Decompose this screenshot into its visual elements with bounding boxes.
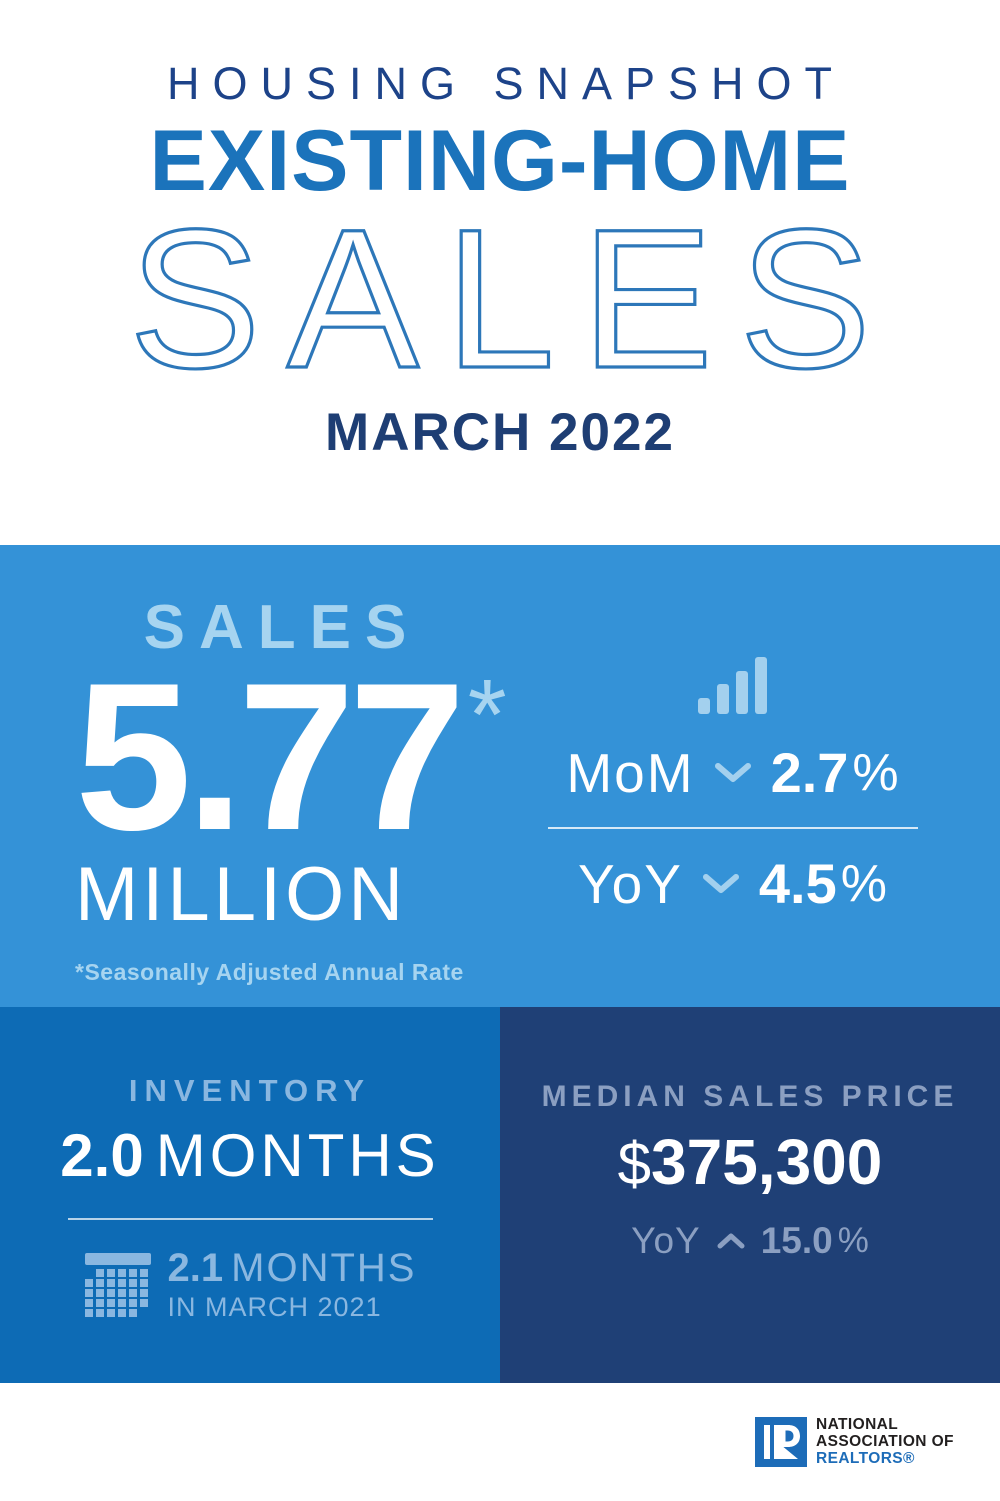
chevron-down-icon bbox=[714, 763, 751, 782]
median-price-value-row: $375,300 bbox=[500, 1130, 1000, 1194]
sales-figure-block: SALES 5.77* MILLION *Seasonally Adjusted… bbox=[75, 597, 507, 986]
nar-line-3: REALTORS® bbox=[816, 1450, 915, 1467]
inventory-label: INVENTORY bbox=[128, 1073, 372, 1108]
sales-footnote: *Seasonally Adjusted Annual Rate bbox=[75, 959, 464, 985]
sales-value: 5.77* bbox=[75, 652, 507, 862]
divider bbox=[67, 1218, 433, 1220]
bar-1 bbox=[698, 698, 710, 714]
median-price-value: 375,300 bbox=[651, 1126, 883, 1198]
header-section: HOUSING SNAPSHOT EXISTING-HOME SALES MAR… bbox=[0, 0, 1000, 545]
median-yoy-row: YoY 15.0 % bbox=[500, 1220, 1000, 1262]
median-price-label: MEDIAN SALES PRICE bbox=[541, 1080, 959, 1113]
inventory-prior-row: 2.1 MONTHS IN MARCH 2021 bbox=[0, 1248, 500, 1321]
nar-brand-text: NATIONAL ASSOCIATION OF REALTORS® bbox=[816, 1416, 954, 1467]
inventory-value: 2.0 bbox=[60, 1122, 144, 1189]
kicker-text: HOUSING SNAPSHOT bbox=[166, 58, 846, 109]
mom-percent-sign: % bbox=[852, 743, 899, 802]
inventory-prior-text: 2.1 MONTHS IN MARCH 2021 bbox=[168, 1248, 417, 1321]
title-line-existing-home: EXISTING-HOME bbox=[149, 113, 851, 209]
median-price-panel: MEDIAN SALES PRICE $375,300 YoY 15.0 % bbox=[500, 1007, 1000, 1383]
chevron-down-icon bbox=[702, 874, 739, 893]
inventory-prior-context: IN MARCH 2021 bbox=[167, 1292, 382, 1322]
currency-sign: $ bbox=[617, 1130, 652, 1197]
sales-value-number: 5.77 bbox=[75, 639, 466, 874]
inventory-prior-value: 2.1 bbox=[167, 1246, 224, 1290]
footer-section: NATIONAL ASSOCIATION OF REALTORS® bbox=[0, 1383, 1000, 1501]
nar-line-2: ASSOCIATION OF bbox=[816, 1433, 954, 1450]
mom-value: 2.7 bbox=[770, 741, 849, 804]
nar-line-1: NATIONAL bbox=[816, 1416, 899, 1433]
calendar-icon bbox=[84, 1252, 151, 1317]
inventory-panel: INVENTORY 2.0 MONTHS 2.1 MONTHS IN bbox=[0, 1007, 500, 1383]
inventory-value-row: 2.0 MONTHS bbox=[0, 1126, 500, 1186]
nar-logo bbox=[755, 1416, 807, 1467]
yoy-value: 4.5 bbox=[758, 852, 837, 915]
asterisk-mark: * bbox=[467, 659, 507, 771]
median-yoy-percent-sign: % bbox=[837, 1221, 869, 1260]
inventory-prior-value-row: 2.1 MONTHS bbox=[168, 1248, 417, 1288]
sales-panel: SALES 5.77* MILLION *Seasonally Adjusted… bbox=[0, 545, 1000, 1007]
bar-chart-icon bbox=[545, 657, 920, 714]
yoy-percent-sign: % bbox=[840, 854, 888, 913]
bar-2 bbox=[717, 684, 729, 714]
sales-panel-label: SALES bbox=[143, 593, 421, 662]
inventory-unit: MONTHS bbox=[155, 1122, 440, 1189]
bar-4 bbox=[755, 657, 767, 714]
sales-change-block: MoM 2.7 % YoY 4.5 % bbox=[545, 545, 920, 916]
title-line-sales: SALES bbox=[127, 188, 898, 409]
mom-row: MoM 2.7 % bbox=[545, 740, 920, 805]
yoy-row: YoY 4.5 % bbox=[545, 851, 920, 916]
inventory-prior-unit: MONTHS bbox=[231, 1246, 417, 1290]
nar-brand: NATIONAL ASSOCIATION OF REALTORS® bbox=[755, 1416, 954, 1467]
median-yoy-label: YoY bbox=[631, 1220, 701, 1261]
sales-unit: MILLION bbox=[75, 852, 408, 937]
divider bbox=[547, 827, 918, 829]
yoy-label: YoY bbox=[577, 852, 683, 915]
chevron-up-icon bbox=[717, 1233, 745, 1249]
report-period: MARCH 2022 bbox=[325, 403, 675, 463]
median-yoy-value: 15.0 bbox=[760, 1220, 833, 1261]
mom-label: MoM bbox=[566, 741, 695, 804]
bar-3 bbox=[736, 671, 748, 714]
